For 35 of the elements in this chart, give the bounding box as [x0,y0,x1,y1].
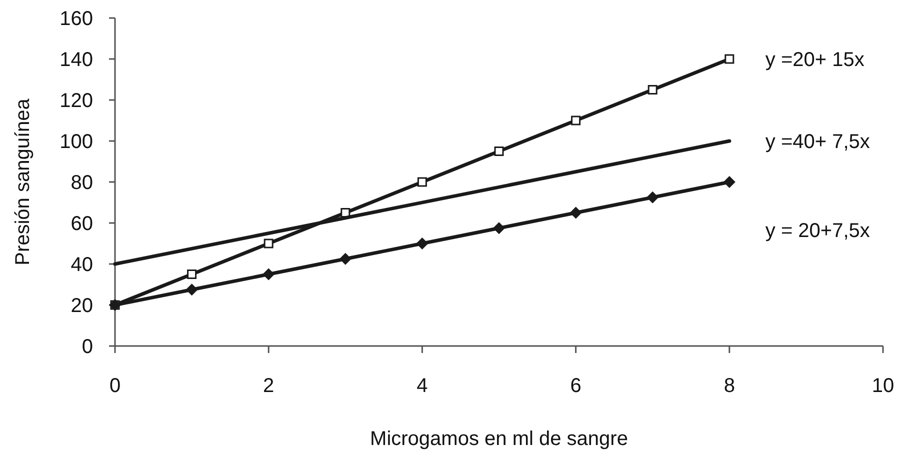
point [648,85,658,94]
x-tick-label: 6 [570,375,582,397]
point [571,116,581,126]
series-label: y =20+ 15x [765,49,864,71]
point [416,238,428,250]
text: y = 20+7,5x [765,220,870,242]
point [339,252,352,265]
y-tick-label: 0 [82,336,93,358]
y-tick-label: 20 [70,295,93,317]
point [646,191,659,204]
point [264,238,274,248]
x-tick-label: 8 [724,375,735,397]
y-tick-label: 40 [70,254,93,276]
point [723,176,736,188]
series-label: y =40+ 7,5x [765,131,870,153]
y-tick-label: 100 [60,131,93,153]
point [570,206,582,219]
x-tick-label: 0 [109,375,121,397]
x-tick-label: 4 [416,375,428,397]
y-tick-label: 80 [70,172,93,194]
y-tick-label: 120 [60,90,93,112]
x-tick-label: 10 [872,375,894,397]
point [186,284,198,296]
point [724,54,734,64]
y-axis-title: Presión sanguínea [12,98,34,266]
point [493,222,505,234]
point [187,270,197,279]
y-tick-label: 140 [60,49,93,71]
point [494,146,504,156]
point [417,177,427,187]
point [262,268,275,280]
y-tick-label: 160 [60,8,93,30]
x-tick-label: 2 [263,375,274,397]
x-axis-title: Microgamos en ml de sangre [370,428,628,450]
y-tick-label: 60 [70,213,93,235]
